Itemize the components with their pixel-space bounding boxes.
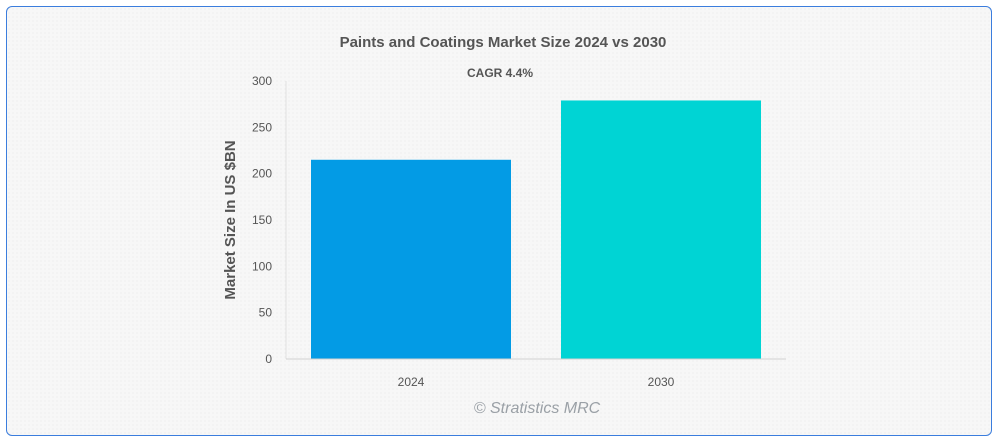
bar-2030[interactable]: [561, 100, 761, 360]
y-tick-label: 150: [252, 213, 272, 227]
y-tick-label: 250: [252, 120, 272, 134]
y-tick-label: 100: [252, 259, 272, 273]
credit-watermark: © Stratistics MRC: [474, 400, 601, 417]
chart-subtitle: CAGR 4.4%: [467, 66, 533, 80]
x-tick-label: 2030: [648, 375, 675, 389]
bars: [311, 100, 761, 360]
y-tick-label: 50: [259, 306, 273, 320]
y-tick-label: 0: [265, 352, 272, 366]
x-axis-ticks: 2024 2030: [398, 375, 675, 389]
y-tick-label: 200: [252, 167, 272, 181]
y-axis-ticks: 0 50 100 150 200 250 300: [252, 74, 272, 366]
x-tick-label: 2024: [398, 375, 425, 389]
chart-title: Paints and Coatings Market Size 2024 vs …: [340, 34, 667, 51]
y-axis-label: Market Size In US $BN: [222, 140, 239, 299]
bar-2024[interactable]: [311, 159, 511, 359]
y-tick-label: 300: [252, 74, 272, 88]
